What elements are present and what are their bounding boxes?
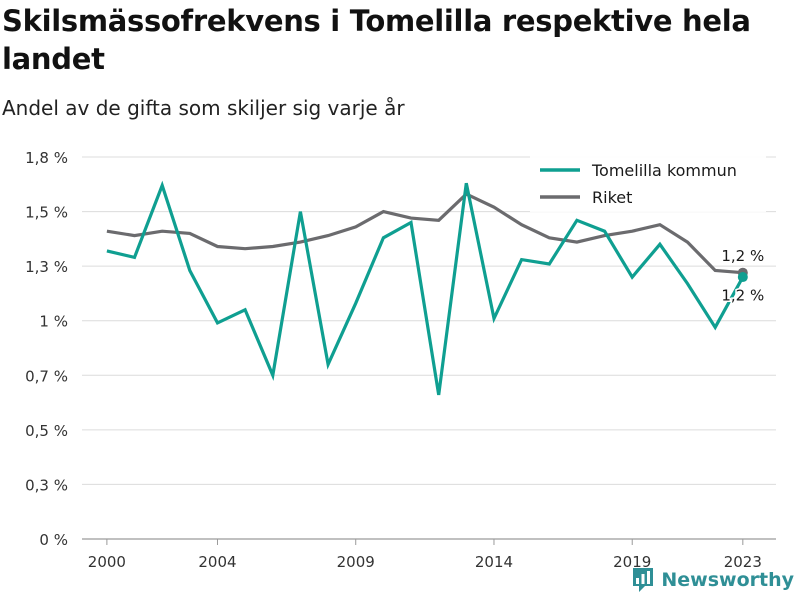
- series-lines: [106, 180, 748, 396]
- y-tick-label: 0 %: [39, 531, 68, 549]
- y-tick-label: 1 %: [39, 313, 68, 331]
- y-axis: 0 % 0,3 % 0,5 % 0,7 % 1 % 1,3 % 1,5 % 1,8 %: [25, 149, 68, 549]
- newsworthy-logo: Newsworthy: [631, 566, 794, 594]
- y-tick-label: 1,5 %: [25, 204, 68, 222]
- end-label-tomelilla: 1,2 %: [721, 247, 764, 265]
- series-line-tomelilla: [106, 180, 745, 396]
- y-tick-label: 0,5 %: [25, 422, 68, 440]
- newsworthy-logo-text: Newsworthy: [661, 569, 794, 591]
- series-line-riket: [106, 192, 743, 275]
- y-tick-label: 1,8 %: [25, 149, 68, 167]
- x-tick-label: 2023: [724, 553, 762, 571]
- newsworthy-logo-icon: [633, 568, 654, 592]
- x-tick-label: 2000: [88, 553, 126, 571]
- chart-subtitle: Andel av de gifta som skiljer sig varje …: [2, 96, 405, 120]
- y-tick-label: 0,7 %: [25, 367, 68, 385]
- x-tick-label: 2019: [613, 553, 651, 571]
- chart-title: Skilsmässofrekvens i Tomelilla respektiv…: [2, 4, 751, 76]
- x-tick-label: 2009: [337, 553, 375, 571]
- legend-label: Tomelilla kommun: [591, 161, 737, 180]
- legend: Tomelilla kommun Riket: [530, 154, 766, 212]
- y-tick-label: 0,3 %: [25, 476, 68, 494]
- gridlines: [82, 156, 776, 540]
- x-tick-label: 2014: [475, 553, 513, 571]
- legend-background: [530, 154, 766, 212]
- end-point-tomelilla: [737, 272, 748, 283]
- y-tick-label: 1,3 %: [25, 258, 68, 276]
- legend-label: Riket: [592, 188, 632, 207]
- end-labels: 1,2 % 1,2 %: [720, 246, 766, 307]
- end-label-riket: 1,2 %: [721, 287, 764, 305]
- x-axis: 2000 2004 2009 2014 2019 2023: [88, 539, 762, 571]
- x-tick-label: 2004: [198, 553, 236, 571]
